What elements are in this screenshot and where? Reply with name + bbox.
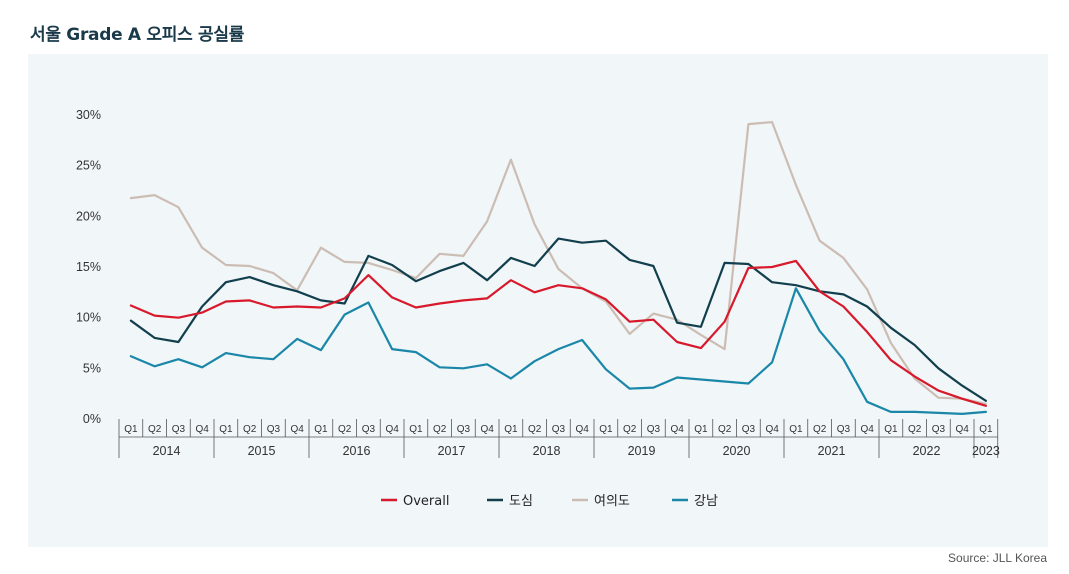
year-label: 2019	[628, 444, 656, 458]
series-line-4	[129, 287, 988, 415]
quarter-label: Q3	[552, 424, 566, 435]
y-tick-label: 15%	[76, 260, 101, 274]
year-label: 2021	[818, 444, 846, 458]
y-tick-label: 10%	[76, 311, 101, 325]
chart-title: 서울 Grade A 오피스 공실률	[30, 25, 245, 45]
quarter-label: Q3	[647, 424, 661, 435]
quarter-label: Q3	[457, 424, 471, 435]
y-axis: 0% 5% 10% 15% 20% 25% 30%	[76, 108, 101, 426]
y-tick-label: 0%	[83, 412, 101, 426]
year-label: 2017	[438, 444, 466, 458]
quarter-label: Q2	[813, 424, 827, 435]
quarter-label: Q2	[338, 424, 352, 435]
series-line-3	[129, 120, 988, 405]
quarter-label: Q1	[504, 424, 518, 435]
series-line-1	[129, 259, 988, 407]
quarter-label: Q4	[385, 424, 399, 435]
quarter-label: Q4	[765, 424, 779, 435]
y-tick-label: 20%	[76, 209, 101, 223]
quarter-label: Q3	[742, 424, 756, 435]
quarter-label: Q1	[314, 424, 328, 435]
quarter-label: Q1	[409, 424, 423, 435]
quarter-label: Q4	[195, 424, 209, 435]
quarter-label: Q2	[243, 424, 257, 435]
quarter-label: Q3	[837, 424, 851, 435]
quarter-label: Q2	[718, 424, 732, 435]
quarter-label: Q2	[433, 424, 447, 435]
quarter-label: Q4	[575, 424, 589, 435]
series-lines	[129, 120, 988, 415]
quarter-label: Q3	[267, 424, 281, 435]
legend-label: 강남	[694, 494, 718, 509]
quarter-label: Q2	[528, 424, 542, 435]
year-label: 2015	[248, 444, 276, 458]
quarter-label: Q2	[623, 424, 637, 435]
legend-label: 도심	[509, 494, 533, 509]
year-label: 2016	[343, 444, 371, 458]
quarter-label: Q2	[148, 424, 162, 435]
quarter-label: Q4	[670, 424, 684, 435]
series-line-2	[129, 237, 988, 402]
legend: Overall 도심 여의도 강남	[381, 494, 718, 509]
y-tick-label: 30%	[76, 108, 101, 122]
quarter-label: Q3	[362, 424, 376, 435]
y-tick-label: 25%	[76, 159, 101, 173]
quarter-label: Q4	[860, 424, 874, 435]
quarter-label: Q4	[480, 424, 494, 435]
year-label: 2023	[972, 444, 1000, 458]
quarter-label: Q3	[172, 424, 186, 435]
quarter-label: Q1	[219, 424, 233, 435]
x-axis: Q1 Q2 Q3 Q4 Q1 Q2 Q3 Q4 Q1 Q2 Q3 Q4 Q1 Q2 Q3 Q4 Q1 Q2 Q3 Q4…	[118, 419, 1000, 458]
quarter-label: Q4	[955, 424, 969, 435]
quarter-label: Q1	[979, 424, 993, 435]
year-label: 2014	[153, 444, 181, 458]
chart-panel	[28, 54, 1048, 547]
quarter-label: Q1	[694, 424, 708, 435]
legend-label: 여의도	[594, 494, 630, 509]
source-note: Source: JLL Korea	[948, 551, 1047, 565]
quarter-label: Q3	[932, 424, 946, 435]
quarter-label: Q1	[884, 424, 898, 435]
quarter-label: Q1	[124, 424, 138, 435]
quarter-label: Q4	[290, 424, 304, 435]
quarter-label: Q1	[789, 424, 803, 435]
year-label: 2020	[723, 444, 751, 458]
year-label: 2018	[533, 444, 561, 458]
quarter-label: Q2	[908, 424, 922, 435]
quarter-label: Q1	[599, 424, 613, 435]
legend-label: Overall	[403, 494, 449, 509]
year-label: 2022	[913, 444, 941, 458]
y-tick-label: 5%	[83, 361, 101, 375]
